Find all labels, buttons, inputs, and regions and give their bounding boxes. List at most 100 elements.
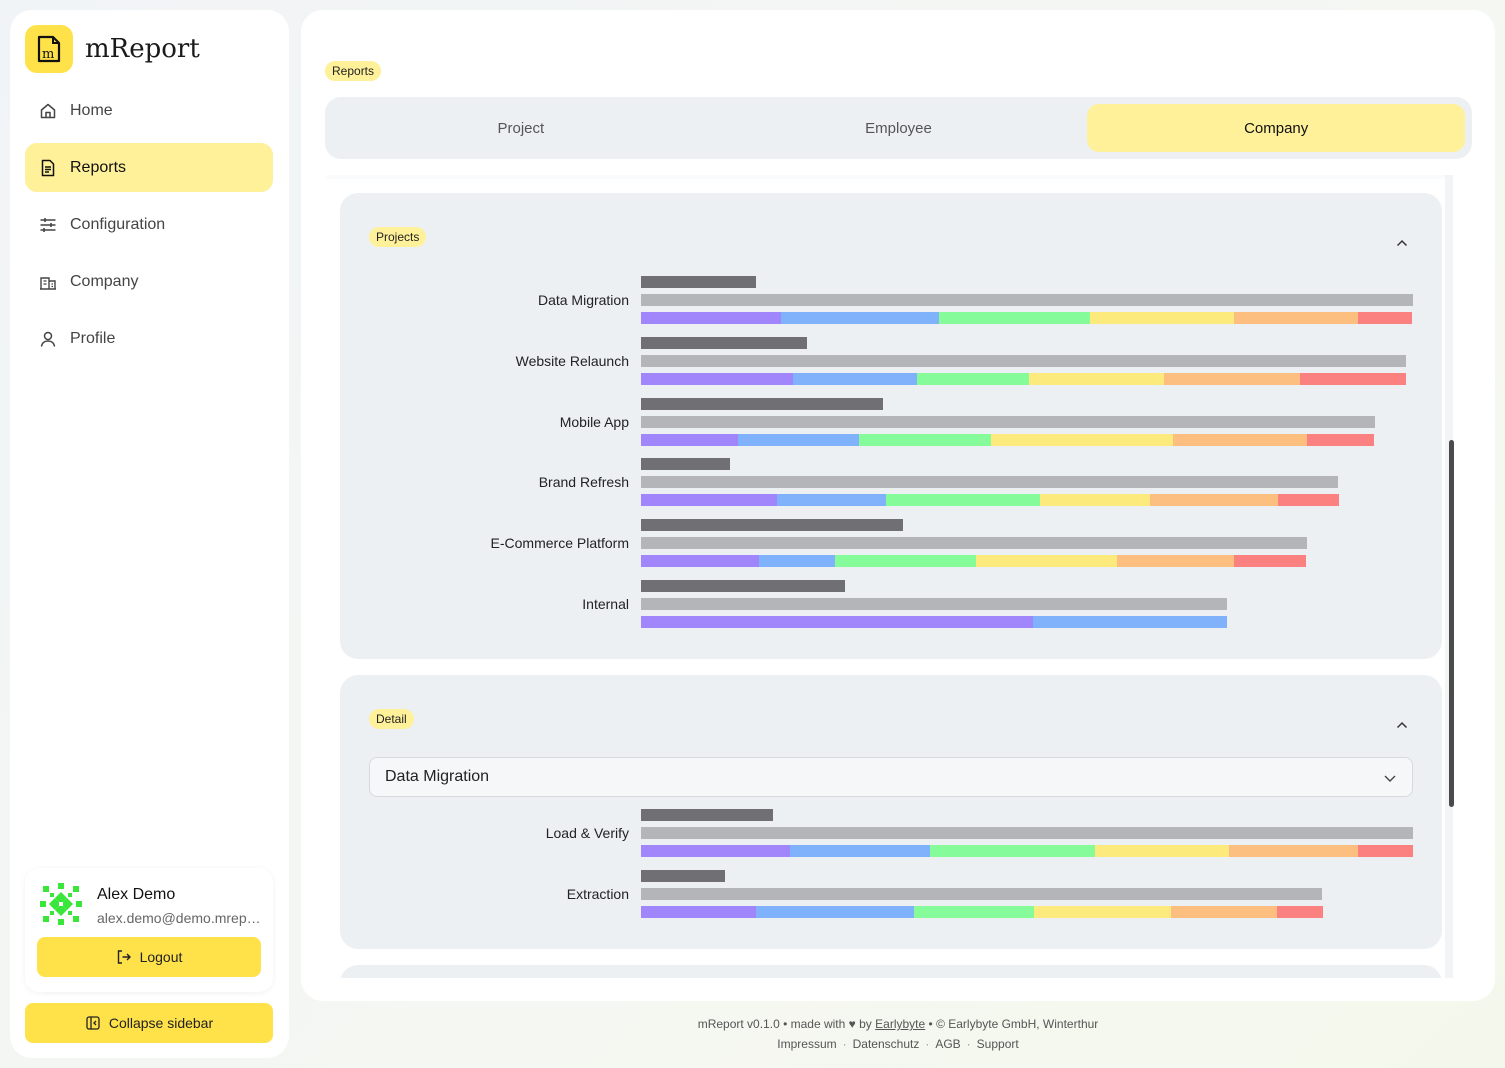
heart-icon: ♥ bbox=[848, 1017, 856, 1031]
sidebar-item-label: Company bbox=[70, 272, 139, 290]
bar-top bbox=[641, 336, 807, 349]
bar-row: Extraction bbox=[340, 870, 1442, 920]
bar-middle bbox=[641, 354, 1406, 367]
logout-icon bbox=[116, 949, 132, 965]
bar-stack bbox=[641, 312, 1412, 324]
bar-segment bbox=[1171, 906, 1277, 918]
bar-row: Internal bbox=[340, 580, 1442, 630]
bar-segment bbox=[641, 906, 756, 918]
sidebar-item-label: Profile bbox=[70, 329, 116, 347]
bar-label: Data Migration bbox=[537, 292, 629, 308]
bar-stack bbox=[641, 845, 1413, 857]
bar-stack bbox=[641, 906, 1323, 918]
separator-dot: · bbox=[966, 1037, 971, 1051]
avatar bbox=[37, 880, 85, 928]
bar-segment bbox=[781, 312, 939, 324]
bar-row: Mobile App bbox=[340, 397, 1442, 448]
bar-segment bbox=[886, 494, 1040, 507]
bar-segment bbox=[641, 845, 790, 857]
sidebar-item-company[interactable]: Company bbox=[25, 257, 273, 306]
sidebar-nav: Home Reports Configuration Company Profi… bbox=[25, 86, 273, 371]
bar-top bbox=[641, 870, 725, 882]
mreport-logo-icon: m bbox=[25, 25, 73, 73]
bar-stack bbox=[641, 433, 1374, 446]
bar-segment bbox=[1307, 433, 1374, 446]
datenschutz-link[interactable]: Datenschutz bbox=[852, 1037, 920, 1051]
tab-company[interactable]: Company bbox=[1087, 104, 1466, 152]
bar-label: Internal bbox=[582, 596, 629, 612]
logout-button[interactable]: Logout bbox=[37, 937, 261, 977]
scrollbar-thumb[interactable] bbox=[1449, 440, 1454, 807]
sidebar-collapse-icon bbox=[85, 1015, 101, 1031]
footer-links: Impressum · Datenschutz · AGB · Support bbox=[301, 1036, 1495, 1056]
chevron-up-icon[interactable] bbox=[1392, 715, 1412, 735]
collapse-sidebar-button[interactable]: Collapse sidebar bbox=[25, 1003, 273, 1043]
user-name: Alex Demo bbox=[97, 886, 176, 903]
impressum-link[interactable]: Impressum bbox=[777, 1037, 837, 1051]
report-tabs: Project Employee Company bbox=[325, 97, 1472, 159]
bar-middle bbox=[641, 415, 1375, 428]
bar-label: Mobile App bbox=[559, 413, 629, 430]
bar-row: Brand Refresh bbox=[340, 458, 1442, 508]
bar-segment bbox=[1150, 494, 1278, 507]
bar-stack bbox=[641, 372, 1406, 385]
bar-segment bbox=[914, 906, 1034, 918]
collapse-sidebar-label: Collapse sidebar bbox=[108, 1015, 214, 1031]
bar-top bbox=[641, 458, 730, 471]
sidebar-item-configuration[interactable]: Configuration bbox=[25, 200, 273, 249]
tab-employee[interactable]: Employee bbox=[865, 119, 932, 137]
sidebar-item-label: Configuration bbox=[70, 215, 166, 233]
bar-stack bbox=[641, 494, 1339, 507]
footer-by: by bbox=[859, 1017, 872, 1031]
bar-segment bbox=[1117, 555, 1234, 568]
brand[interactable]: m mReport bbox=[25, 25, 200, 73]
bar-segment bbox=[793, 372, 917, 385]
tab-project[interactable]: Project bbox=[497, 119, 545, 137]
sidebar-item-profile[interactable]: Profile bbox=[25, 314, 273, 363]
logout-label: Logout bbox=[139, 949, 183, 965]
bar-label: E-Commerce Platform bbox=[490, 535, 629, 552]
report-scroll-area[interactable]: Projects Data Migration Website Relaunch M… bbox=[325, 175, 1445, 978]
bar-segment bbox=[756, 906, 914, 918]
bar-label: Brand Refresh bbox=[538, 474, 629, 491]
bar-segment bbox=[641, 494, 777, 507]
separator-dot: · bbox=[842, 1037, 847, 1051]
bar-segment bbox=[1090, 312, 1234, 324]
bar-segment bbox=[738, 433, 859, 446]
bar-segment bbox=[1234, 312, 1358, 324]
bar-top bbox=[641, 397, 883, 410]
sliders-icon bbox=[38, 215, 58, 235]
bar-segment bbox=[641, 433, 738, 446]
bar-middle bbox=[641, 598, 1227, 610]
app-name: mReport bbox=[85, 34, 200, 64]
support-link[interactable]: Support bbox=[976, 1037, 1019, 1051]
next-card bbox=[340, 965, 1442, 978]
sidebar-item-home[interactable]: Home bbox=[25, 86, 273, 135]
sidebar-item-reports[interactable]: Reports bbox=[25, 143, 273, 192]
bar-segment bbox=[759, 555, 835, 568]
sidebar: m mReport Home Reports Configuration bbox=[10, 10, 289, 1058]
footer: mReport v0.1.0 • made with ♥ by Earlybyt… bbox=[301, 1016, 1495, 1056]
bar-segment bbox=[976, 555, 1117, 568]
chevron-down-icon bbox=[1381, 769, 1399, 787]
bar-segment bbox=[1173, 433, 1307, 446]
bar-segment bbox=[1278, 494, 1339, 507]
agb-link[interactable]: AGB bbox=[935, 1037, 961, 1051]
bar-top bbox=[641, 580, 845, 592]
bar-stack bbox=[641, 555, 1306, 568]
user-email: alex.demo@demo.mreport.ch bbox=[97, 910, 265, 926]
footer-credits: mReport v0.1.0 • made with ♥ by Earlybyt… bbox=[301, 1016, 1495, 1036]
bar-row: E-Commerce Platform bbox=[340, 519, 1442, 569]
bar-middle bbox=[641, 827, 1413, 839]
project-select-value: Data Migration bbox=[385, 768, 490, 785]
detail-badge: Detail bbox=[369, 709, 414, 729]
bar-label: Website Relaunch bbox=[515, 352, 629, 369]
bar-row: Data Migration bbox=[340, 276, 1442, 326]
bar-label: Load & Verify bbox=[545, 825, 629, 841]
bar-label: Extraction bbox=[566, 886, 629, 902]
earlybyte-link[interactable]: Earlybyte bbox=[875, 1017, 926, 1031]
chevron-up-icon[interactable] bbox=[1392, 233, 1412, 253]
bar-segment bbox=[917, 372, 1029, 385]
bar-segment bbox=[1234, 555, 1306, 568]
project-select[interactable]: Data Migration bbox=[369, 757, 1413, 797]
